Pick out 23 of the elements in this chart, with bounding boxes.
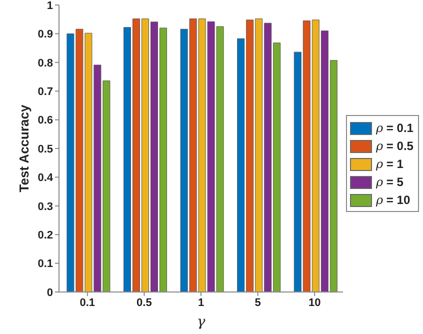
y-tick-label: 0.5 [38,143,53,156]
y-tick-label: 0.3 [38,200,53,213]
x-tick-label: 10 [308,296,321,309]
legend-label: ρ = 10 [376,193,410,207]
legend-label: ρ = 5 [376,175,404,189]
x-tick-label: 0.1 [80,296,96,309]
legend-label: ρ = 0.1 [376,121,414,135]
y-tick-label: 0 [46,286,53,299]
y-axis-title: Test Accuracy [16,104,32,192]
x-tick-label: 1 [198,296,204,309]
y-tick-label: 0.6 [38,114,53,127]
y-tick-label: 1 [46,0,53,12]
y-tick-label: 0.7 [38,86,53,98]
y-tick-label: 0.9 [38,28,53,41]
y-tick-label: 0.1 [38,258,53,270]
legend-label: ρ = 1 [376,157,404,171]
y-tick-label: 0.8 [38,57,53,70]
y-tick-label: 0.2 [38,230,53,242]
legend-label: ρ = 0.5 [376,139,414,153]
x-axis-title: γ [196,314,206,330]
x-tick-label: 0.5 [136,296,152,309]
x-tick-label: 5 [254,296,261,309]
y-tick-label: 0.4 [38,172,54,184]
